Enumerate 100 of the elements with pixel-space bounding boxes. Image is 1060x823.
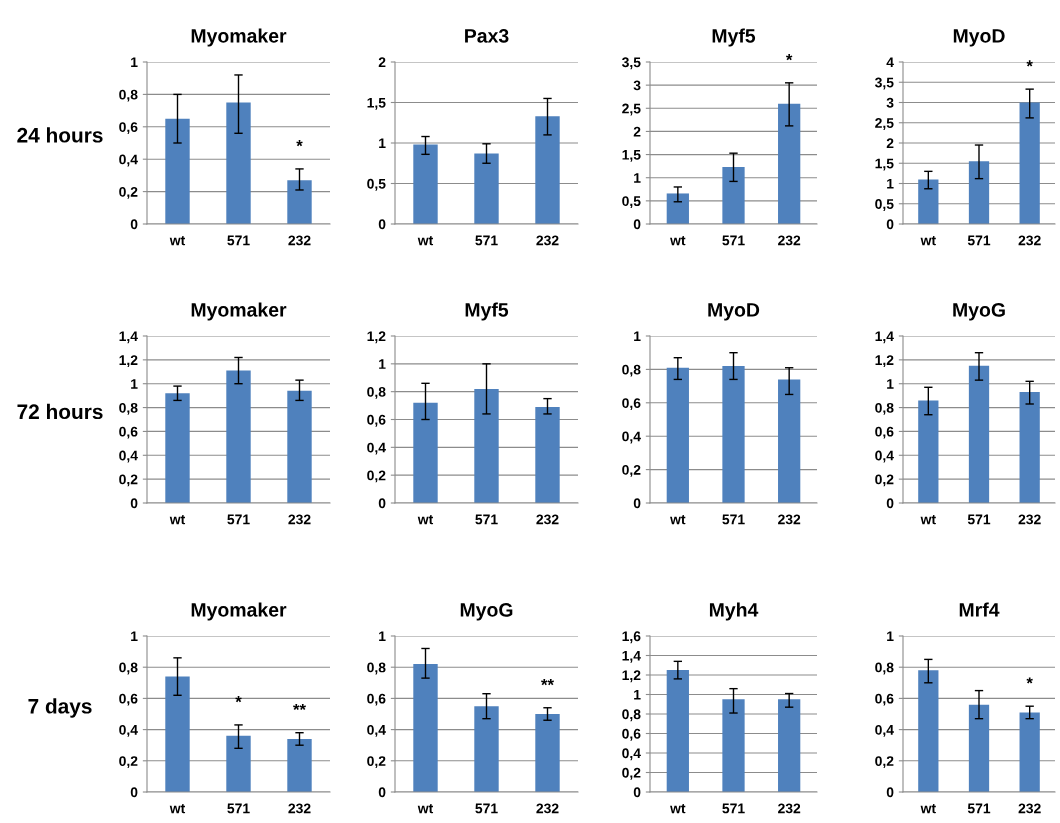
y-tick-label: 1 xyxy=(379,631,386,642)
bar xyxy=(226,102,251,224)
y-tick-label: 0,4 xyxy=(119,724,138,737)
y-tick-label: 0,8 xyxy=(119,402,138,415)
y-tick-label: 0,8 xyxy=(875,662,894,675)
y-tick-label: 1,4 xyxy=(875,331,894,344)
y-tick-label: 1,5 xyxy=(622,150,641,162)
y-tick-label: 0,8 xyxy=(119,662,138,675)
text: 72 hours xyxy=(17,403,103,420)
y-tick-label: 1 xyxy=(887,178,894,189)
bar xyxy=(722,167,745,224)
annotation: * xyxy=(235,696,242,703)
y-tick-label: 2,5 xyxy=(875,118,894,130)
y-tick-label: 0,5 xyxy=(622,196,641,209)
y-tick-label: 0,2 xyxy=(119,474,138,487)
annotation: ** xyxy=(293,703,306,711)
x-tick-label: wt xyxy=(417,804,434,814)
bar xyxy=(474,706,499,792)
y-tick-label: 0,6 xyxy=(119,122,138,134)
bar xyxy=(413,144,438,224)
bar xyxy=(287,180,312,224)
x-tick-label: 571 xyxy=(722,235,745,246)
chart-title: Myf5 xyxy=(465,302,509,321)
x-tick-label: 232 xyxy=(288,514,311,525)
bar xyxy=(666,193,689,224)
y-tick-label: 0 xyxy=(886,219,894,230)
x-tick-label: wt xyxy=(670,804,686,814)
chart-title: Myh4 xyxy=(709,602,759,621)
annotation: ** xyxy=(541,678,554,686)
x-tick-label: 571 xyxy=(967,803,991,814)
bar xyxy=(918,400,939,503)
x-tick-label: 232 xyxy=(1018,803,1041,814)
bar xyxy=(1019,102,1040,224)
x-tick-label: wt xyxy=(920,515,936,525)
bar xyxy=(666,367,689,503)
bar xyxy=(226,370,251,503)
annotation: * xyxy=(1026,677,1033,684)
x-tick-label: 232 xyxy=(778,803,801,814)
y-tick-label: 3 xyxy=(886,97,894,108)
bar xyxy=(968,161,990,224)
y-tick-label: 1 xyxy=(634,689,641,700)
bar xyxy=(413,402,438,503)
y-tick-label: 0,4 xyxy=(622,748,641,761)
bar xyxy=(722,366,745,503)
bar xyxy=(287,738,312,792)
y-tick-label: 1,4 xyxy=(622,650,641,663)
y-tick-label: 1,2 xyxy=(367,331,386,344)
y-tick-label: 0 xyxy=(378,787,386,798)
x-tick-label: wt xyxy=(920,804,936,814)
bar xyxy=(918,179,939,224)
bar xyxy=(778,103,801,224)
y-tick-label: 0 xyxy=(378,498,386,509)
x-tick-label: wt xyxy=(417,236,434,246)
y-tick-label: 1,2 xyxy=(875,355,894,368)
x-tick-label: 571 xyxy=(475,235,498,246)
y-tick-label: 0,4 xyxy=(875,450,894,463)
bar xyxy=(778,379,801,503)
chart-title: Mrf4 xyxy=(959,602,1000,617)
y-tick-label: 0,2 xyxy=(367,470,386,483)
y-tick-label: 2,5 xyxy=(622,103,641,116)
y-tick-label: 1,5 xyxy=(875,158,894,171)
y-tick-label: 1,2 xyxy=(119,355,138,368)
chart-title: Myf5 xyxy=(712,28,756,47)
x-tick-label: wt xyxy=(670,236,686,246)
y-tick-label: 0,2 xyxy=(119,186,138,199)
bar xyxy=(474,388,499,503)
y-tick-label: 0,8 xyxy=(367,662,386,675)
x-tick-label: 571 xyxy=(227,235,250,246)
annotation: * xyxy=(1026,60,1033,67)
y-tick-label: 0,2 xyxy=(622,464,641,477)
y-tick-label: 0 xyxy=(130,787,138,798)
x-tick-label: 571 xyxy=(475,514,498,525)
y-tick-label: 2 xyxy=(633,126,641,137)
bar xyxy=(535,116,560,224)
y-tick-label: 1 xyxy=(634,331,641,342)
bar xyxy=(918,670,939,792)
bar xyxy=(535,406,560,503)
x-tick-label: wt xyxy=(169,236,186,246)
x-tick-label: 571 xyxy=(722,514,745,525)
y-tick-label: 4 xyxy=(886,57,894,68)
x-tick-label: 232 xyxy=(1018,235,1041,246)
y-tick-label: 1 xyxy=(131,631,138,642)
y-tick-label: 0,8 xyxy=(367,387,386,399)
y-tick-label: 0,4 xyxy=(119,450,138,463)
chart-title: Myomaker xyxy=(191,602,287,621)
y-tick-label: 0,8 xyxy=(622,364,641,377)
x-tick-label: 571 xyxy=(475,803,498,814)
y-tick-label: 1 xyxy=(131,57,138,68)
y-tick-label: 2 xyxy=(378,57,386,68)
bar xyxy=(535,714,560,792)
chart-title: MyoD xyxy=(708,303,760,321)
y-tick-label: 0 xyxy=(886,498,894,509)
y-tick-label: 1,4 xyxy=(119,331,138,344)
x-tick-label: wt xyxy=(670,515,686,525)
y-tick-label: 0 xyxy=(378,219,386,230)
y-tick-label: 0,2 xyxy=(119,756,138,768)
y-tick-label: 0,8 xyxy=(622,709,641,722)
y-tick-label: 0,6 xyxy=(119,426,138,439)
y-tick-label: 0,6 xyxy=(622,728,641,741)
bar xyxy=(968,365,990,503)
